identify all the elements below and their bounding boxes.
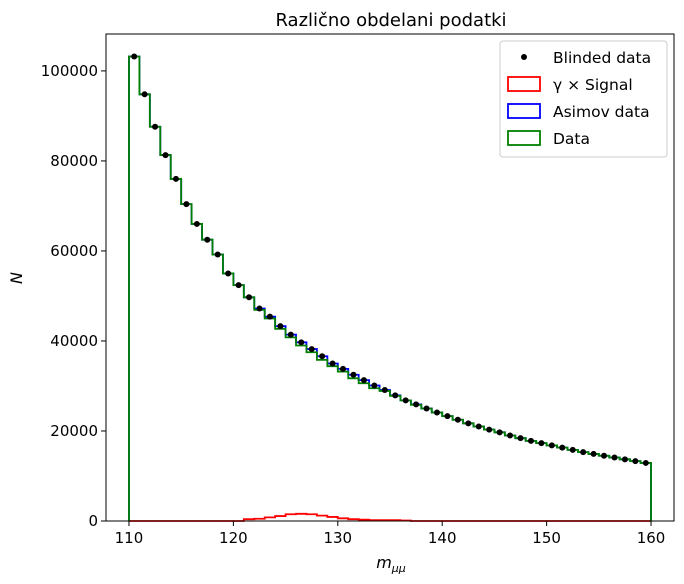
blinded-data-point (193, 220, 200, 227)
blinded-data-point (172, 175, 179, 182)
x-tick-label: 140 (428, 529, 457, 547)
blinded-data-point (162, 152, 169, 159)
y-tick-label: 100000 (41, 62, 98, 80)
blinded-data-point (141, 91, 148, 98)
blinded-data-point (601, 452, 608, 459)
blinded-data-point (287, 331, 294, 338)
blinded-data-point (433, 409, 440, 416)
blinded-data-point (204, 236, 211, 243)
blinded-data-point (329, 360, 336, 367)
blinded-data-point (454, 416, 461, 423)
blinded-data-point (225, 270, 232, 277)
legend-marker-asimov (507, 103, 541, 119)
blinded-data-point (308, 346, 315, 353)
blinded-data-point (475, 423, 482, 430)
y-tick-label: 20000 (50, 422, 98, 440)
legend-marker-signal (507, 76, 541, 92)
blinded-data-point (580, 449, 587, 456)
blinded-data-point (235, 282, 242, 289)
blinded-data-point (590, 450, 597, 457)
blinded-data-point (465, 420, 472, 427)
x-tick-label: 150 (532, 529, 561, 547)
x-tick-label: 160 (637, 529, 666, 547)
blinded-data-point (548, 442, 555, 449)
blinded-data-point (611, 454, 618, 461)
blinded-data-point (371, 382, 378, 389)
blinded-data-point (340, 365, 347, 372)
blinded-data-point (360, 377, 367, 384)
blinded-data-point (486, 426, 493, 433)
data-histogram (128, 55, 652, 521)
blinded-data-point (517, 435, 524, 442)
x-axis: 110 120 130 140 150 160 (115, 521, 666, 547)
y-axis: 0 20000 40000 60000 80000 100000 (41, 62, 106, 530)
legend-label-data: Data (553, 130, 590, 148)
y-axis-label: N (7, 272, 26, 284)
axes-frame (105, 33, 675, 522)
blinded-data-point (423, 405, 430, 412)
blinded-data-point (183, 201, 190, 208)
blinded-data-point (319, 353, 326, 360)
blinded-data-point (402, 397, 409, 404)
legend: Blinded data γ × Signal Asimov data Data (499, 40, 668, 158)
blinded-data-point (444, 413, 451, 420)
blinded-data-point (246, 294, 253, 301)
y-tick-label: 80000 (50, 152, 98, 170)
blinded-data-point (214, 251, 221, 258)
blinded-data-point (298, 339, 305, 346)
blinded-data-point (642, 459, 649, 466)
blinded-data-point (266, 313, 273, 320)
blinded-data-point (381, 387, 388, 394)
blinded-data-point (496, 429, 503, 436)
x-tick-label: 130 (323, 529, 352, 547)
blinded-data-point (538, 440, 545, 447)
blinded-data-point (413, 401, 420, 408)
legend-marker-data (507, 130, 541, 146)
x-tick-label: 110 (115, 529, 144, 547)
blinded-data-point (569, 446, 576, 453)
legend-label-blinded: Blinded data (553, 49, 651, 67)
legend-label-signal: γ × Signal (553, 76, 633, 94)
y-tick-label: 40000 (50, 332, 98, 350)
x-axis-label-main: m (376, 553, 392, 572)
x-axis-label-subscript: μμ (391, 562, 406, 575)
blinded-data-point (392, 392, 399, 399)
blinded-data-point (131, 53, 138, 60)
legend-box (499, 40, 668, 158)
legend-label-asimov: Asimov data (553, 103, 650, 121)
blinded-data-point (256, 305, 263, 312)
blinded-data-point (507, 432, 514, 439)
blinded-data-point (621, 456, 628, 463)
blinded-data-point (350, 371, 357, 378)
y-tick-label: 60000 (50, 242, 98, 260)
blinded-data-point (632, 458, 639, 465)
x-tick-label: 120 (219, 529, 248, 547)
blinded-data-point (559, 444, 566, 451)
x-axis-label: mμμ (376, 553, 406, 575)
legend-marker-blinded (521, 54, 527, 60)
blinded-data-point (152, 123, 159, 130)
y-tick-label: 0 (88, 512, 98, 530)
chart-title: Različno obdelani podatki (275, 10, 506, 31)
blinded-data-point (277, 323, 284, 330)
blinded-data-point (527, 437, 534, 444)
